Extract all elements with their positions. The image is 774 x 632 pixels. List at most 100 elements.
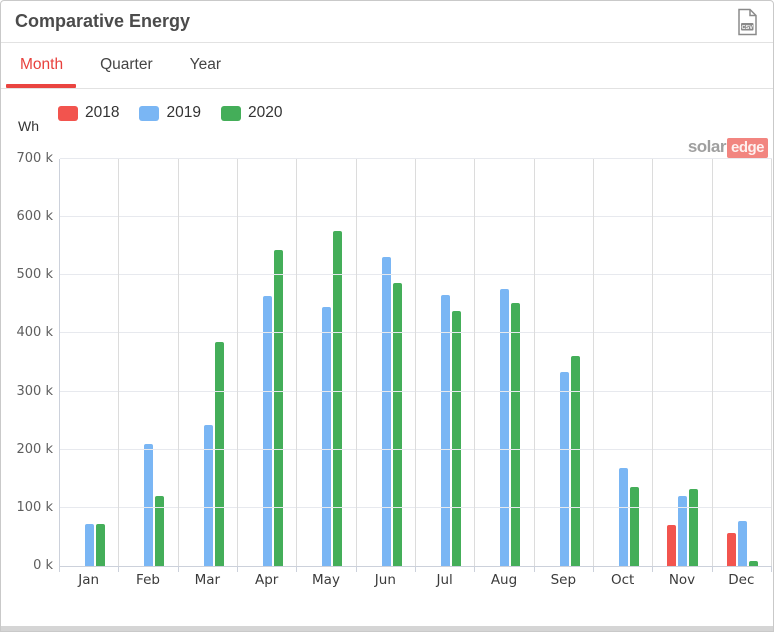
legend-label-2019: 2019 [166, 104, 201, 121]
x-gridline [593, 159, 594, 566]
solaredge-logo-edge: edge [726, 138, 768, 158]
tab-month-label: Month [20, 56, 64, 73]
bar-slot [132, 159, 143, 566]
bar-slot [429, 159, 440, 566]
bar-2019-mar[interactable] [203, 424, 213, 566]
x-axis-label-jun: Jun [374, 572, 396, 588]
tab-quarter[interactable]: Quarter [98, 42, 155, 88]
tab-bar: Month Quarter Year [1, 42, 773, 89]
bar-slot [143, 159, 154, 566]
chart-legend: 2018 2019 2020 [58, 104, 282, 122]
y-axis-tick-label: 600 k [16, 209, 53, 225]
x-axis-tick [415, 567, 416, 572]
bar-2018-dec[interactable] [726, 532, 736, 566]
bar-slot [203, 159, 214, 566]
bar-2020-aug[interactable] [511, 303, 521, 566]
bar-slot [488, 159, 499, 566]
bar-slot [192, 159, 203, 566]
bar-slot [559, 159, 570, 566]
x-gridline [118, 159, 120, 566]
y-axis-unit-label: Wh [18, 118, 39, 134]
x-axis-label-aug: Aug [490, 572, 518, 588]
y-axis-tick-label: 100 k [16, 499, 53, 515]
bar-2020-nov[interactable] [689, 488, 699, 566]
bar-2020-sep[interactable] [570, 356, 580, 566]
x-axis-tick [177, 567, 179, 572]
page-title: Comparative Energy [15, 11, 191, 31]
bar-2019-nov[interactable] [678, 495, 688, 566]
x-axis-tick [118, 567, 120, 572]
bar-group-sep [535, 159, 594, 566]
tab-year[interactable]: Year [188, 42, 223, 88]
bar-2019-may[interactable] [322, 307, 332, 566]
bar-group-may [297, 159, 356, 566]
bar-slot [570, 159, 581, 566]
bar-group-dec [713, 159, 772, 566]
x-axis-label-feb: Feb [136, 572, 160, 588]
y-axis-tick-label: 700 k [16, 151, 53, 166]
x-gridline [237, 159, 238, 566]
x-axis-tick [593, 567, 594, 572]
tab-month[interactable]: Month [6, 42, 77, 88]
bar-2019-oct[interactable] [619, 467, 629, 566]
y-gridline [60, 332, 772, 334]
bar-2019-dec[interactable] [737, 520, 747, 566]
bar-2020-oct[interactable] [630, 486, 640, 566]
x-axis-tick [474, 567, 476, 572]
bar-2019-jun[interactable] [381, 257, 391, 566]
bar-2019-apr[interactable] [263, 296, 273, 566]
bar-2019-jul[interactable] [441, 295, 451, 566]
legend-item-2020[interactable]: 2020 [220, 104, 283, 122]
x-axis-tick [296, 567, 298, 572]
legend-item-2019[interactable]: 2019 [139, 104, 201, 122]
csv-export-button[interactable]: CSV [735, 8, 761, 36]
x-axis-tick [237, 567, 238, 572]
bar-group-nov [653, 159, 712, 566]
bar-2019-aug[interactable] [500, 288, 510, 566]
bar-slot [332, 159, 343, 566]
tab-year-label: Year [189, 56, 221, 73]
x-axis-label-jan: Jan [78, 572, 100, 588]
x-axis-label-mar: Mar [194, 572, 221, 588]
bar-2019-feb[interactable] [144, 444, 154, 566]
bar-2020-may[interactable] [333, 231, 343, 566]
x-axis-label-sep: Sep [550, 572, 577, 588]
x-axis-label-nov: Nov [668, 572, 696, 588]
bar-group-apr [238, 159, 297, 566]
y-axis-tick-label: 200 k [16, 441, 53, 457]
bar-2020-jun[interactable] [392, 283, 402, 566]
svg-text:CSV: CSV [741, 25, 753, 31]
x-gridline [177, 159, 179, 566]
bar-slot [392, 159, 403, 566]
bar-2019-sep[interactable] [559, 372, 569, 566]
y-axis-tick-label: 400 k [16, 325, 53, 341]
bar-slot [499, 159, 510, 566]
bar-slot [273, 159, 284, 566]
bar-slot [214, 159, 225, 566]
tab-quarter-label: Quarter [100, 56, 153, 73]
legend-swatch-2020 [220, 105, 241, 121]
bar-2020-feb[interactable] [155, 496, 165, 566]
bar-2019-jan[interactable] [85, 524, 95, 566]
bar-2020-jan[interactable] [96, 523, 106, 566]
bar-slot [370, 159, 381, 566]
bar-2018-nov[interactable] [667, 524, 677, 566]
active-tab-indicator [6, 84, 77, 88]
bar-slot [451, 159, 462, 566]
bar-2020-mar[interactable] [214, 342, 224, 566]
bar-2020-dec[interactable] [748, 561, 758, 566]
bar-2020-apr[interactable] [274, 249, 284, 566]
legend-item-2018[interactable]: 2018 [58, 104, 119, 122]
bar-2020-jul[interactable] [452, 310, 462, 566]
bar-groups [60, 159, 772, 566]
bar-slot [440, 159, 451, 566]
solaredge-logo: solar edge [688, 137, 768, 158]
bar-slot [688, 159, 699, 566]
bar-group-jan [60, 159, 119, 566]
x-gridline [296, 159, 298, 566]
x-gridline [474, 159, 476, 566]
x-axis-tick [355, 567, 357, 572]
legend-label-2020: 2020 [247, 104, 283, 121]
x-axis-label-dec: Dec [728, 572, 755, 588]
